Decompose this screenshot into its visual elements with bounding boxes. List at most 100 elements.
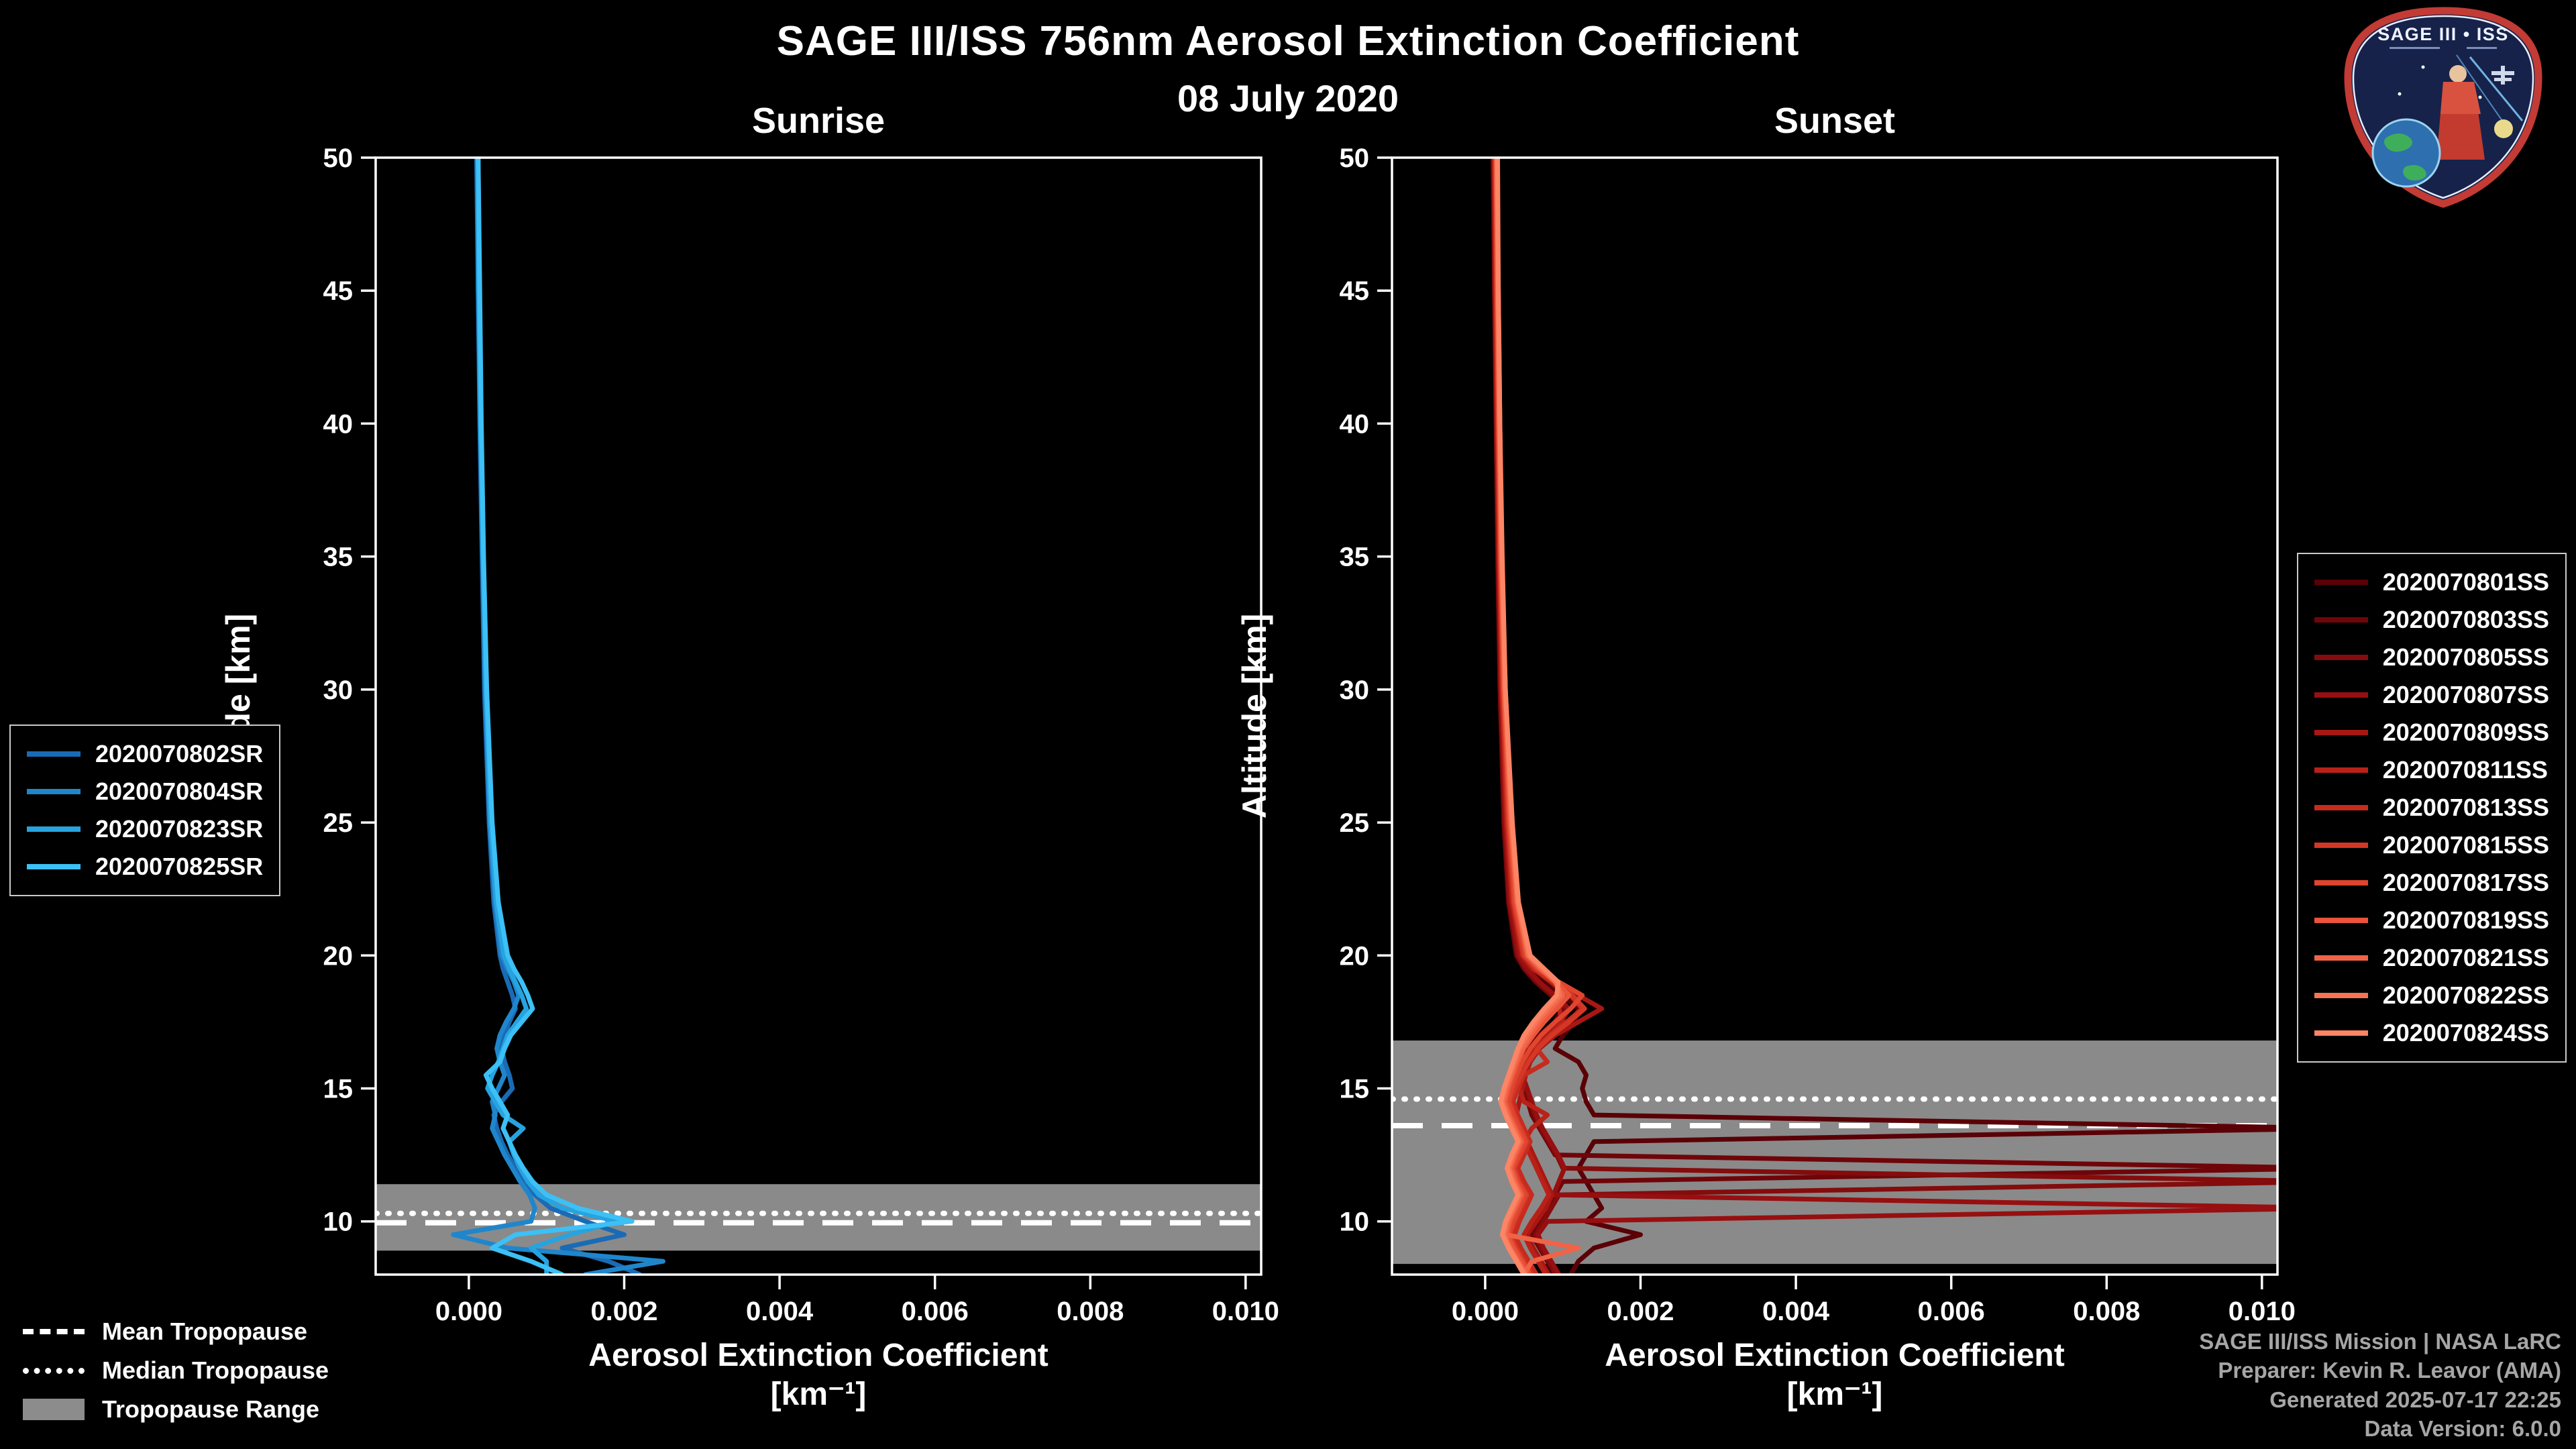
sunset-chart: 0.000 0.002 0.004 0.006 0.008 0.010 10 15 20 25 30… bbox=[1236, 101, 2296, 1412]
legend-line-swatch bbox=[2314, 580, 2368, 585]
legend-label: 2020070809SS bbox=[2382, 718, 2549, 746]
y-tick-label: 15 bbox=[323, 1075, 354, 1104]
y-tick-label: 20 bbox=[1340, 941, 1370, 971]
x-tick-label: 0.002 bbox=[590, 1297, 657, 1326]
credits-mission: SAGE III/ISS Mission | NASA LaRC bbox=[2199, 1328, 2561, 1354]
y-tick-label: 10 bbox=[1340, 1208, 1370, 1237]
legend-item: 2020070813SS bbox=[2314, 794, 2549, 822]
legend-item: 2020070821SS bbox=[2314, 944, 2549, 972]
x-tick-label: 0.002 bbox=[1607, 1297, 1674, 1326]
legend-label: 2020070813SS bbox=[2382, 794, 2549, 821]
mean-tropopause-label: Mean Tropopause bbox=[102, 1318, 308, 1345]
x-tick-label: 0.000 bbox=[435, 1297, 502, 1326]
x-axis-units: [km⁻¹] bbox=[771, 1377, 867, 1412]
legend-line-swatch bbox=[2314, 1030, 2368, 1036]
legend-label: 2020070801SS bbox=[2382, 568, 2549, 596]
legend-label: 2020070817SS bbox=[2382, 869, 2549, 896]
credits-generated: Generated 2025-07-17 22:25 bbox=[2269, 1387, 2561, 1412]
legend-line-swatch bbox=[2314, 955, 2368, 961]
legend-line-swatch bbox=[2314, 918, 2368, 923]
x-tick-label: 0.006 bbox=[902, 1297, 969, 1326]
legend-label: 2020070815SS bbox=[2382, 831, 2549, 859]
tropopause-legend: Mean Tropopause Median Tropopause Tropop… bbox=[23, 1307, 329, 1434]
legend-line-swatch bbox=[2314, 617, 2368, 623]
panel-title: Sunrise bbox=[752, 101, 885, 141]
legend-label: 2020070825SR bbox=[95, 853, 264, 880]
legend-label: 2020070822SS bbox=[2382, 981, 2549, 1009]
tropopause-range-legend-item: Tropopause Range bbox=[23, 1395, 329, 1424]
legend-line-swatch bbox=[2314, 843, 2368, 848]
credits-data-version: Data Version: 6.0.0 bbox=[2364, 1416, 2561, 1442]
logo-iss bbox=[2491, 66, 2514, 85]
logo-title: SAGE III • ISS bbox=[2377, 24, 2509, 44]
tropopause-range-band bbox=[376, 1184, 1261, 1251]
y-tick-label: 30 bbox=[323, 676, 354, 705]
logo-moon bbox=[2494, 119, 2513, 138]
legend-item: 2020070811SS bbox=[2314, 756, 2549, 784]
legend-line-swatch bbox=[27, 751, 80, 757]
page-title: SAGE III/ISS 756nm Aerosol Extinction Co… bbox=[776, 18, 1800, 64]
legend-line-swatch bbox=[27, 864, 80, 869]
legend-item: 2020070817SS bbox=[2314, 869, 2549, 897]
y-tick-label: 25 bbox=[323, 808, 354, 838]
tropopause-range-label: Tropopause Range bbox=[102, 1395, 320, 1423]
legend-line-swatch bbox=[2314, 655, 2368, 660]
x-axis-label: Aerosol Extinction Coefficient bbox=[1605, 1338, 2064, 1373]
y-tick-label: 50 bbox=[1340, 144, 1370, 173]
logo-shield-inner-ring bbox=[2352, 15, 2534, 199]
x-tick-label: 0.004 bbox=[746, 1297, 814, 1326]
credits: SAGE III/ISS Mission | NASA LaRC Prepare… bbox=[2199, 1327, 2561, 1444]
dotted-line-swatch bbox=[23, 1367, 85, 1374]
legend-line-swatch bbox=[2314, 993, 2368, 998]
legend-line-swatch bbox=[2314, 805, 2368, 810]
y-tick-label: 50 bbox=[323, 144, 354, 173]
legend-label: 2020070824SS bbox=[2382, 1019, 2549, 1046]
legend-item: 2020070822SS bbox=[2314, 981, 2549, 1010]
gray-patch-swatch bbox=[23, 1399, 85, 1420]
credits-preparer: Preparer: Kevin R. Leavor (AMA) bbox=[2218, 1358, 2561, 1383]
legend-line-swatch bbox=[27, 826, 80, 832]
x-tick-label: 0.006 bbox=[1918, 1297, 1985, 1326]
legend-label: 2020070804SR bbox=[95, 777, 264, 805]
y-tick-label: 20 bbox=[323, 941, 354, 971]
x-tick-label: 0.010 bbox=[1212, 1297, 1279, 1326]
y-tick-label: 15 bbox=[1340, 1075, 1370, 1104]
x-axis-label: Aerosol Extinction Coefficient bbox=[588, 1338, 1048, 1373]
legend-label: 2020070811SS bbox=[2382, 756, 2548, 784]
profile-line-2020070825SR bbox=[476, 158, 635, 1275]
sage-iss-logo: SAGE III • ISS bbox=[2344, 7, 2542, 208]
legend-label: 2020070823SR bbox=[95, 815, 264, 843]
logo-star2 bbox=[2421, 65, 2425, 69]
legend-item: 2020070802SR bbox=[27, 740, 263, 768]
legend-item: 2020070809SS bbox=[2314, 718, 2549, 747]
plot-border bbox=[374, 156, 1263, 1276]
legend-item: 2020070801SS bbox=[2314, 568, 2549, 596]
dashed-line-swatch bbox=[23, 1329, 85, 1334]
legend-item: 2020070807SS bbox=[2314, 681, 2549, 709]
legend-item: 2020070804SR bbox=[27, 777, 263, 806]
legend-line-swatch bbox=[2314, 692, 2368, 698]
sunrise-legend: 2020070802SR 2020070804SR 2020070823SR 2020… bbox=[9, 724, 281, 896]
x-tick-label: 0.004 bbox=[1762, 1297, 1830, 1326]
x-tick-label: 0.008 bbox=[2073, 1297, 2140, 1326]
sunrise-chart: 0.000 0.002 0.004 0.006 0.008 0.010 10 15 20 25 30… bbox=[219, 101, 1279, 1412]
legend-line-swatch bbox=[2314, 880, 2368, 885]
y-axis-label: Altitude [km] bbox=[1236, 614, 1273, 819]
legend-label: 2020070807SS bbox=[2382, 681, 2549, 708]
legend-label: 2020070821SS bbox=[2382, 944, 2549, 971]
legend-label: 2020070819SS bbox=[2382, 906, 2549, 934]
x-tick-label: 0.008 bbox=[1057, 1297, 1124, 1326]
median-tropopause-legend-item: Median Tropopause bbox=[23, 1356, 329, 1385]
y-tick-label: 40 bbox=[323, 409, 354, 439]
y-tick-label: 35 bbox=[1340, 543, 1370, 572]
logo-orbit-streak bbox=[2469, 56, 2524, 121]
legend-line-swatch bbox=[2314, 767, 2368, 773]
logo-subtext-mark bbox=[2390, 47, 2440, 49]
date-subtitle: 08 July 2020 bbox=[1177, 77, 1399, 119]
legend-item: 2020070819SS bbox=[2314, 906, 2549, 934]
y-tick-label: 25 bbox=[1340, 808, 1370, 838]
x-tick-label: 0.010 bbox=[2229, 1297, 2296, 1326]
logo-earth bbox=[2371, 118, 2441, 188]
y-tick-label: 35 bbox=[323, 543, 354, 572]
